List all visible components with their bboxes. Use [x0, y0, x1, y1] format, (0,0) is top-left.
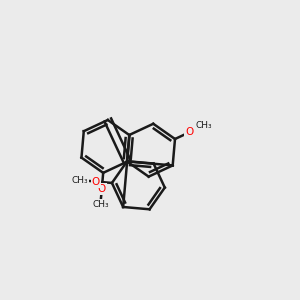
Text: O: O — [92, 177, 100, 187]
Text: O: O — [98, 184, 106, 194]
Text: CH₃: CH₃ — [92, 200, 109, 209]
Text: CH₃: CH₃ — [72, 176, 88, 185]
Text: O: O — [185, 127, 194, 137]
Text: CH₃: CH₃ — [196, 121, 212, 130]
